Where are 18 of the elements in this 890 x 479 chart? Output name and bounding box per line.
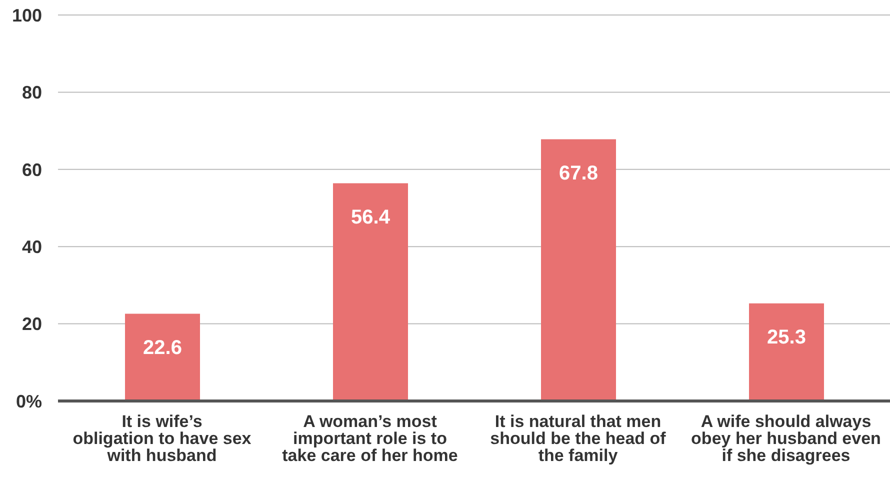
x-tick-label: A wife should always obey her husband even if she disagrees: [691, 412, 881, 465]
y-tick-label: 60: [22, 160, 42, 180]
bar: [749, 303, 824, 401]
y-tick-label: 20: [22, 314, 42, 334]
data-label: 22.6: [143, 336, 182, 359]
y-tick-label: 0%: [16, 391, 42, 412]
bar: [125, 314, 200, 401]
x-tick-label: It is natural that men should be the head of the family: [490, 412, 666, 465]
y-tick-label: 80: [22, 82, 42, 103]
x-tick-label: It is wife’s obligation to have sex with husband: [72, 412, 252, 465]
y-tick-label: 40: [22, 236, 42, 257]
bar: [333, 183, 408, 401]
data-label: 56.4: [351, 206, 391, 228]
data-label: 67.8: [559, 162, 598, 184]
y-tick-label: 100: [12, 5, 42, 26]
x-tick-label: A woman’s most important role is to take care of her home: [282, 412, 458, 465]
data-label: 25.3: [767, 326, 806, 349]
bar: [541, 139, 616, 401]
